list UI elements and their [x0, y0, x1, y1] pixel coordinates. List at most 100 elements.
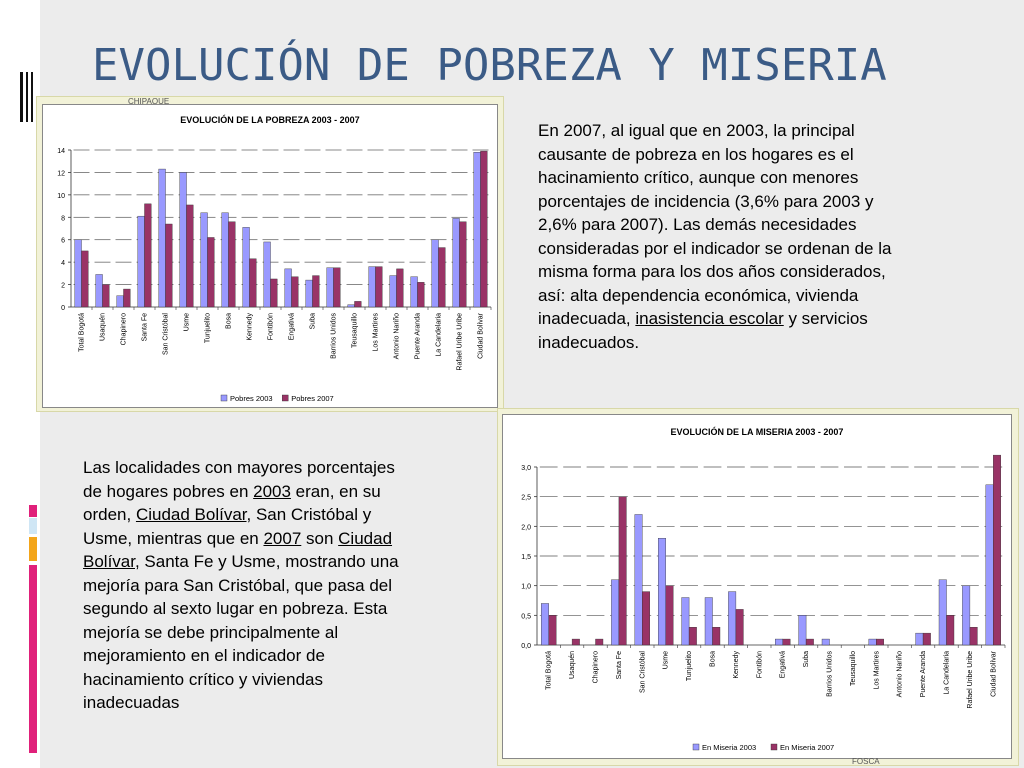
- category-label: Total Bogotá: [546, 651, 553, 690]
- text-line: mejoramiento en el indicador de: [83, 646, 325, 665]
- bar: [805, 638, 814, 646]
- bar: [985, 484, 994, 646]
- bar: [915, 632, 924, 646]
- category-label: Rafael Uribe Uribe: [457, 313, 464, 371]
- category-label: Chapinero: [593, 651, 600, 683]
- bar: [179, 172, 187, 308]
- text-line: orden, Ciudad Bolívar, San Cristóbal y: [83, 505, 372, 524]
- bar: [389, 275, 397, 308]
- bar: [541, 603, 549, 646]
- poverty-analysis-text: En 2007, al igual que en 2003, la princi…: [538, 119, 978, 354]
- category-label: Santa Fe: [616, 651, 623, 680]
- category-label: Fontibón: [268, 313, 275, 340]
- bar: [102, 284, 110, 308]
- bar: [938, 579, 947, 646]
- bar: [611, 579, 620, 646]
- bar: [798, 615, 807, 646]
- link-ciudad-bolivar[interactable]: Ciudad Bolívar: [135, 505, 247, 524]
- link-inasistencia-escolar[interactable]: inasistencia escolar: [635, 309, 784, 328]
- bar: [642, 591, 650, 646]
- category-label: Los Martires: [373, 313, 380, 352]
- text-line: porcentajes de incidencia (3,6% para 200…: [538, 191, 874, 211]
- legend-label: Pobres 2003: [230, 394, 273, 403]
- bar: [291, 276, 299, 308]
- category-label: Usme: [184, 313, 191, 331]
- text-line: Bolívar, Santa Fe y Usme, mostrando una: [83, 552, 399, 571]
- misery-chart: EVOLUCIÓN DE LA MISERIA 2003 - 2007 0,0 0,…: [521, 426, 1006, 752]
- category-label: Engativá: [780, 651, 787, 678]
- category-label: Rafael Uribe Uribe: [967, 651, 974, 709]
- category-label: San Cristóbal: [639, 651, 646, 693]
- bar: [242, 227, 250, 308]
- text-line: inadecuadas: [83, 693, 180, 712]
- bar: [144, 203, 152, 308]
- y-tick-label: 10: [57, 193, 65, 200]
- y-tick-label: 6: [61, 238, 65, 245]
- bar: [263, 241, 271, 308]
- text-line: inadecuados.: [538, 332, 640, 352]
- category-label: Bosa: [710, 651, 717, 667]
- text-line: En 2007, al igual que en 2003, la princi…: [538, 121, 855, 140]
- category-label: Ciudad Bolívar: [990, 650, 997, 697]
- link-ciudad[interactable]: Ciudad: [338, 528, 393, 548]
- text-line: segundo al sexto lugar en pobreza. Esta: [83, 599, 388, 618]
- bar: [305, 279, 313, 308]
- bar: [270, 278, 278, 308]
- category-label: Santa Fe: [142, 313, 149, 342]
- bar: [312, 275, 320, 308]
- category-label: Teusaquillo: [352, 313, 359, 348]
- text-line: así: alta dependencia económica, viviend…: [538, 285, 859, 305]
- bar: [123, 288, 131, 308]
- bar: [712, 626, 721, 646]
- bar: [333, 267, 341, 308]
- y-tick-label: 0,5: [521, 613, 531, 620]
- category-label: Los Martires: [873, 651, 880, 690]
- text-line: Las localidades con mayores porcentajes: [83, 458, 395, 477]
- misery-chart-card: EVOLUCIÓN DE LA MISERIA 2003 - 2007 0,0 0,…: [502, 414, 1012, 759]
- y-tick-label: 4: [61, 260, 65, 267]
- link-2003[interactable]: 2003: [253, 481, 291, 501]
- bar: [735, 609, 744, 646]
- bar: [459, 221, 467, 308]
- poverty-chart-card: EVOLUCIÓN DE LA POBREZA 2003 - 2007 0 2 4 6 8…: [42, 104, 498, 408]
- category-label: Kennedy: [247, 313, 254, 341]
- link-2007[interactable]: 2007: [263, 528, 302, 548]
- chart-title: EVOLUCIÓN DE LA POBREZA 2003 - 2007: [180, 114, 359, 125]
- category-label: Barrios Unidos: [827, 651, 834, 697]
- chart-title: EVOLUCIÓN DE LA MISERIA 2003 - 2007: [671, 426, 844, 437]
- text-line: inadecuada, inasistencia escolar y servi…: [538, 309, 868, 328]
- category-label: Puente Aranda: [415, 313, 422, 359]
- category-label: La Candelaria: [944, 651, 951, 695]
- bar: [249, 258, 257, 308]
- bar: [782, 638, 791, 646]
- y-tick-label: 0: [61, 305, 65, 312]
- bar: [284, 268, 292, 308]
- bar: [165, 223, 173, 308]
- category-label: Teusaquillo: [850, 651, 857, 686]
- bar: [821, 638, 830, 646]
- text-line: de hogares pobres en 2003 eran, en su: [83, 481, 381, 501]
- bar: [200, 212, 208, 308]
- bar: [548, 615, 557, 646]
- bar: [431, 239, 439, 308]
- bar: [158, 168, 166, 308]
- accent-strip-orange: [29, 537, 37, 561]
- bar: [81, 250, 89, 308]
- accent-strip-pink: [29, 565, 37, 753]
- map-label-bottom: FOSCA: [852, 757, 880, 766]
- legend-label: En Miseria 2007: [780, 743, 834, 752]
- y-tick-label: 2,0: [521, 524, 531, 531]
- accent-strip-blue: [29, 518, 37, 534]
- bar: [74, 239, 82, 308]
- bar: [410, 276, 418, 308]
- y-tick-label: 12: [57, 170, 65, 177]
- bar: [993, 454, 1001, 646]
- link-bolivar[interactable]: Bolívar: [83, 552, 135, 571]
- category-label: Barrios Unidos: [331, 313, 338, 359]
- localities-analysis-text: Las localidades con mayores porcentajes …: [83, 456, 483, 715]
- text-line: mejoría para San Cristóbal, que pasa del: [83, 575, 393, 595]
- y-tick-label: 2: [61, 283, 65, 290]
- bar: [634, 514, 643, 646]
- slide-title: EVOLUCIÓN DE POBREZA Y MISERIA: [92, 40, 887, 91]
- category-label: Total Bogotá: [79, 313, 86, 352]
